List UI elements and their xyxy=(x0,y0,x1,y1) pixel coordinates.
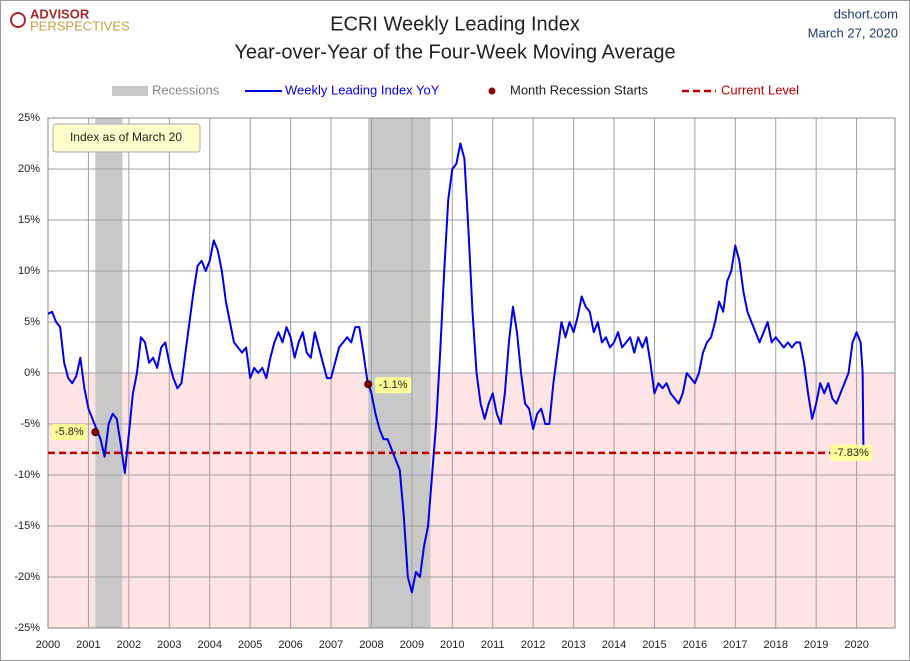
logo-bottom: PERSPECTIVES xyxy=(30,18,130,33)
x-tick-label: 2014 xyxy=(602,639,626,651)
value-label-box xyxy=(375,377,412,394)
x-tick-label: 2004 xyxy=(197,639,221,651)
y-tick-label: -5% xyxy=(20,418,40,430)
recession-start-dot xyxy=(364,380,373,389)
y-tick-label: 25% xyxy=(18,112,40,124)
y-tick-label: -10% xyxy=(14,469,40,481)
x-tick-label: 2016 xyxy=(683,639,707,651)
y-tick-label: 5% xyxy=(24,316,40,328)
x-tick-label: 2013 xyxy=(561,639,585,651)
y-tick-label: -15% xyxy=(14,520,40,532)
x-tick-label: 2015 xyxy=(642,639,666,651)
x-tick-label: 2006 xyxy=(278,639,302,651)
recession-start-dot xyxy=(91,428,100,437)
annotation: Index as of March 20 xyxy=(70,130,182,144)
x-tick-label: 2009 xyxy=(400,639,424,651)
value-label-box xyxy=(51,424,88,441)
date: March 27, 2020 xyxy=(808,25,898,40)
y-tick-label: 10% xyxy=(18,265,40,277)
source: dshort.com xyxy=(834,6,898,21)
x-tick-label: 2020 xyxy=(844,639,868,651)
value-label: -1.1% xyxy=(379,379,408,391)
x-tick-label: 2002 xyxy=(117,639,141,651)
x-tick-label: 2011 xyxy=(481,639,505,651)
x-tick-label: 2012 xyxy=(521,639,545,651)
logo-top: ADVISOR xyxy=(30,6,90,21)
plot-border xyxy=(47,117,896,629)
chart-title: ECRI Weekly Leading Index xyxy=(330,13,580,35)
series-line xyxy=(47,142,865,594)
value-label: -7.83% xyxy=(834,447,869,459)
y-tick-label: 20% xyxy=(18,163,40,175)
legend-label: Current Level xyxy=(721,82,799,97)
x-tick-label: 2003 xyxy=(157,639,181,651)
y-tick-label: 0% xyxy=(24,367,40,379)
value-label-box xyxy=(830,444,873,461)
y-tick-label: -20% xyxy=(14,571,40,583)
x-tick-label: 2010 xyxy=(440,639,464,651)
x-tick-label: 2019 xyxy=(804,639,828,651)
value-label: -5.8% xyxy=(55,426,84,438)
y-tick-label: -25% xyxy=(14,622,40,634)
y-tick-label: 15% xyxy=(18,214,40,226)
annotation-box xyxy=(52,123,201,153)
x-tick-label: 2005 xyxy=(238,639,262,651)
x-tick-label: 2018 xyxy=(763,639,787,651)
logo-icon xyxy=(10,12,26,28)
legend-recession-swatch xyxy=(112,86,148,96)
chart-subtitle: Year-over-Year of the Four-Week Moving A… xyxy=(234,41,675,63)
x-tick-label: 2008 xyxy=(359,639,383,651)
legend-label: Weekly Leading Index YoY xyxy=(285,82,440,97)
x-tick-label: 2000 xyxy=(36,639,60,651)
x-tick-label: 2017 xyxy=(723,639,747,651)
x-tick-label: 2007 xyxy=(319,639,343,651)
legend-label: Recessions xyxy=(152,82,220,97)
negative-zone xyxy=(48,373,895,628)
legend-label: Month Recession Starts xyxy=(510,82,649,97)
legend-dot-swatch xyxy=(488,87,496,95)
x-tick-label: 2001 xyxy=(76,639,100,651)
